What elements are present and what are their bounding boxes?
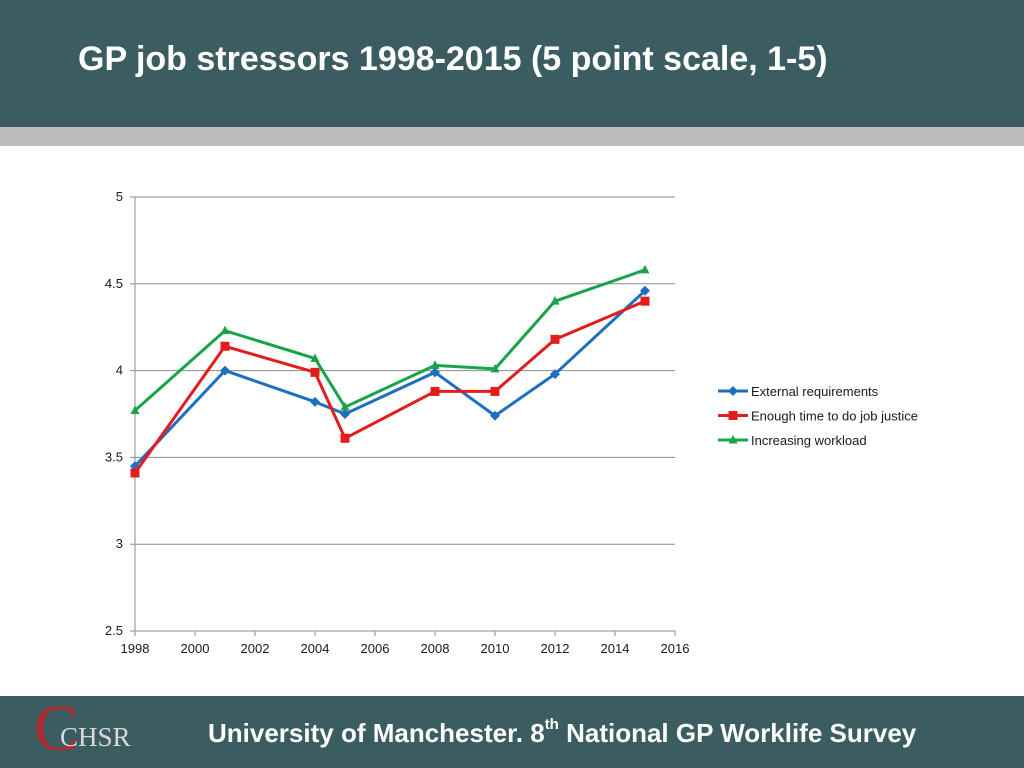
series-2-point [640,296,650,306]
legend-marker-1 [728,386,738,396]
series-3-point [490,363,500,373]
legend-label-3: Increasing workload [751,433,867,448]
y-tick-label: 4 [116,363,123,378]
series-1-point [640,285,650,296]
series-1-point [550,369,560,380]
series-1-point [430,367,440,378]
footer-text-sup: th [544,716,559,734]
x-tick-label: 2010 [481,641,510,656]
series-3-point [310,353,320,362]
x-tick-label: 2014 [601,641,630,656]
series-2-point [430,386,440,396]
series-2-point [310,367,320,377]
series-1-point [490,410,500,421]
footer-text-post: National GP Worklife Survey [558,718,917,748]
footer-caption: University of Manchester. 8th National G… [208,716,917,749]
header-divider [0,127,1024,146]
logo-text: CHSR [60,722,131,752]
legend-marker-3 [728,435,738,444]
y-tick-label: 3.5 [105,449,123,464]
series-2-point [550,334,560,344]
series-line-1 [133,289,647,468]
legend-label-1: External requirements [751,384,879,399]
series-line-3 [134,268,646,412]
series-2-point [340,433,350,443]
x-tick-label: 2006 [361,641,390,656]
x-tick-label: 2002 [241,641,270,656]
x-tick-label: 2012 [541,641,570,656]
series-1-point [310,396,320,407]
series-2-point [130,468,140,478]
slide-footer: C CHSR University of Manchester. 8th Nat… [0,696,1024,768]
x-tick-label: 2016 [661,641,690,656]
x-tick-label: 1998 [121,641,150,656]
y-tick-label: 5 [116,189,123,204]
series-1-point [340,409,350,419]
slide-header: GP job stressors 1998-2015 (5 point scal… [0,0,1024,127]
series-3-point [640,264,650,274]
series-3-point [220,325,230,335]
series-3-point [340,402,350,411]
y-tick-label: 3 [116,536,123,551]
series-2-point [220,341,230,351]
series-3-point [550,296,560,305]
series-2-point [490,386,500,396]
series-3-point [130,405,140,415]
y-tick-label: 2.5 [105,623,123,638]
legend-marker-2 [728,411,738,420]
logo-mark: C [34,692,79,765]
x-tick-label: 2000 [181,641,210,656]
chsr-logo: C CHSR [34,696,154,762]
y-tick-label: 4.5 [105,276,123,291]
legend-label-2: Enough time to do job justice [751,409,918,424]
series-3-point [430,360,440,369]
line-chart: 2.5 3 3.5 4 4.5 5 1998 2000 2002 2004 2006 2008 2010… [105,189,918,656]
series-line-2 [133,299,646,474]
footer-text-pre: University of Manchester. 8 [208,718,545,748]
series-1-point [220,365,230,376]
x-tick-label: 2008 [421,641,450,656]
x-tick-label: 2004 [301,641,330,656]
slide-title: GP job stressors 1998-2015 (5 point scal… [78,40,828,78]
